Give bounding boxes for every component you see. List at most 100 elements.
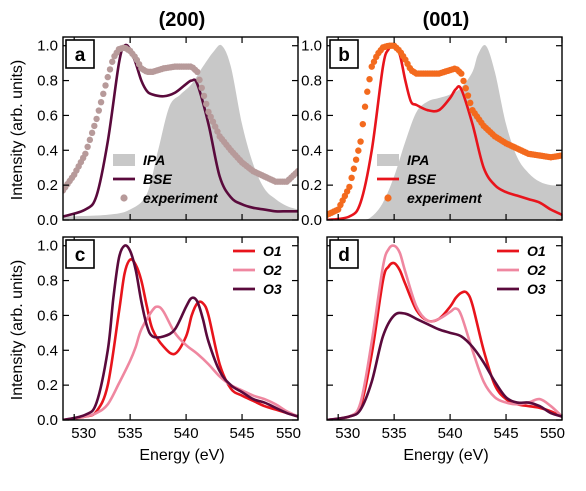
data-point <box>464 92 472 99</box>
x-tick-label: 550 <box>540 425 565 442</box>
data-point <box>194 68 201 76</box>
series-dots-experiment <box>327 42 562 218</box>
data-point <box>109 58 116 65</box>
y-tick-label: 0.6 <box>301 107 322 124</box>
data-point <box>214 128 221 135</box>
x-tick-label: 550 <box>276 425 301 442</box>
y-tick-label: 0.8 <box>37 273 58 290</box>
legend-label: O2 <box>263 262 282 278</box>
y-tick-label: 0.0 <box>301 212 322 229</box>
panel-label: a <box>65 39 95 69</box>
data-point <box>106 66 114 73</box>
y-tick-label: 1.0 <box>37 38 58 55</box>
legend-label: experiment <box>143 190 219 206</box>
x-tick-label: 535 <box>382 425 407 442</box>
legend-label: O1 <box>263 243 282 259</box>
series-area-ipa <box>63 44 298 220</box>
data-point <box>203 100 210 108</box>
legend-item-experiment: experiment <box>384 190 483 206</box>
legend-item-o1: O1 <box>497 243 546 259</box>
panel-a: 0.0 0.2 0.4 0.6 0.8 1.0 a IPA BSE experiment <box>37 36 299 229</box>
data-point <box>350 165 358 172</box>
column-title-left: (200) <box>159 9 206 31</box>
legend-label: O3 <box>263 281 282 297</box>
panel-label: c <box>65 239 95 269</box>
panel-label: d <box>329 239 359 269</box>
data-point <box>207 113 214 121</box>
data-point <box>211 123 219 130</box>
x-tick-label: 530 <box>71 425 96 442</box>
plot-frame <box>62 36 299 221</box>
legend-item-ipa: IPA <box>113 152 165 168</box>
legend-item-o2: O2 <box>497 262 546 278</box>
data-point <box>368 63 375 70</box>
data-point <box>462 85 469 92</box>
y-tick-label: 0.8 <box>37 73 58 90</box>
y-tick-label: 0.8 <box>301 73 322 90</box>
y-tick-label: 0.2 <box>37 177 58 194</box>
series-dots-experiment <box>63 44 298 194</box>
panel-label-text: d <box>338 245 350 266</box>
data-point <box>460 77 467 85</box>
data-point <box>86 136 94 144</box>
panel-label-text: a <box>75 45 86 66</box>
panel-c: 530 535 540 545 550 0.0 0.2 0.4 0.6 0.8 1.0 c O1 O2 O3 <box>37 236 301 442</box>
panel-label-box <box>65 39 95 69</box>
data-point <box>91 122 98 130</box>
data-point <box>359 120 367 128</box>
data-point <box>355 147 362 154</box>
data-point <box>346 183 353 191</box>
data-point <box>196 76 203 84</box>
legend-label: O3 <box>527 281 546 297</box>
data-point <box>294 168 298 175</box>
legend: O1 O2 O3 <box>497 243 546 297</box>
panel-d: 530 535 540 545 550 d O1 O2 O3 <box>326 236 565 442</box>
plot-frame <box>326 236 563 421</box>
data-point <box>209 118 217 125</box>
panel-label: b <box>329 39 359 69</box>
legend-item-bse: BSE <box>113 171 172 187</box>
legend: IPA BSE experiment <box>377 152 483 206</box>
data-point <box>102 82 109 89</box>
y-tick-label: 0.4 <box>301 142 322 159</box>
y-tick-label: 0.6 <box>37 107 58 124</box>
legend-label: experiment <box>407 190 483 206</box>
data-point <box>82 150 89 157</box>
legend-item-experiment: experiment <box>120 190 219 206</box>
series-line-o3 <box>63 244 298 420</box>
series-line-o2 <box>63 305 298 420</box>
panel-label-box <box>65 239 95 269</box>
data-point <box>361 103 369 110</box>
legend-label: BSE <box>407 171 436 187</box>
column-title-right: (001) <box>423 9 470 31</box>
legend-item-o3: O3 <box>233 281 282 297</box>
x-tick-label: 535 <box>118 425 143 442</box>
legend-label: BSE <box>143 171 172 187</box>
data-point <box>205 108 212 116</box>
legend-item-o2: O2 <box>233 262 282 278</box>
data-point <box>364 88 371 95</box>
legend-item-o1: O1 <box>233 243 282 259</box>
x-axis-label-left: Energy (eV) <box>139 447 224 464</box>
series-area-ipa <box>327 45 562 220</box>
data-point <box>93 115 100 123</box>
legend-item-o3: O3 <box>497 281 546 297</box>
series-line-bse <box>327 44 562 220</box>
data-point <box>200 92 208 100</box>
data-point <box>97 98 105 106</box>
plot-area <box>327 244 562 420</box>
y-tick-label: 1.0 <box>37 238 58 255</box>
x-tick-label: 540 <box>438 425 463 442</box>
y-tick-label: 0.2 <box>37 377 58 394</box>
legend: IPA BSE experiment <box>113 152 219 206</box>
series-line-bse <box>63 43 298 218</box>
legend-swatch <box>377 154 399 166</box>
data-point <box>467 99 474 107</box>
data-point <box>357 138 364 145</box>
x-axis-label-right: Energy (eV) <box>403 447 488 464</box>
legend-label: O1 <box>527 243 546 259</box>
y-tick-label: 0.2 <box>301 177 322 194</box>
legend-label: IPA <box>407 152 429 168</box>
panel-label-box <box>329 239 359 269</box>
plot-area <box>63 43 298 220</box>
